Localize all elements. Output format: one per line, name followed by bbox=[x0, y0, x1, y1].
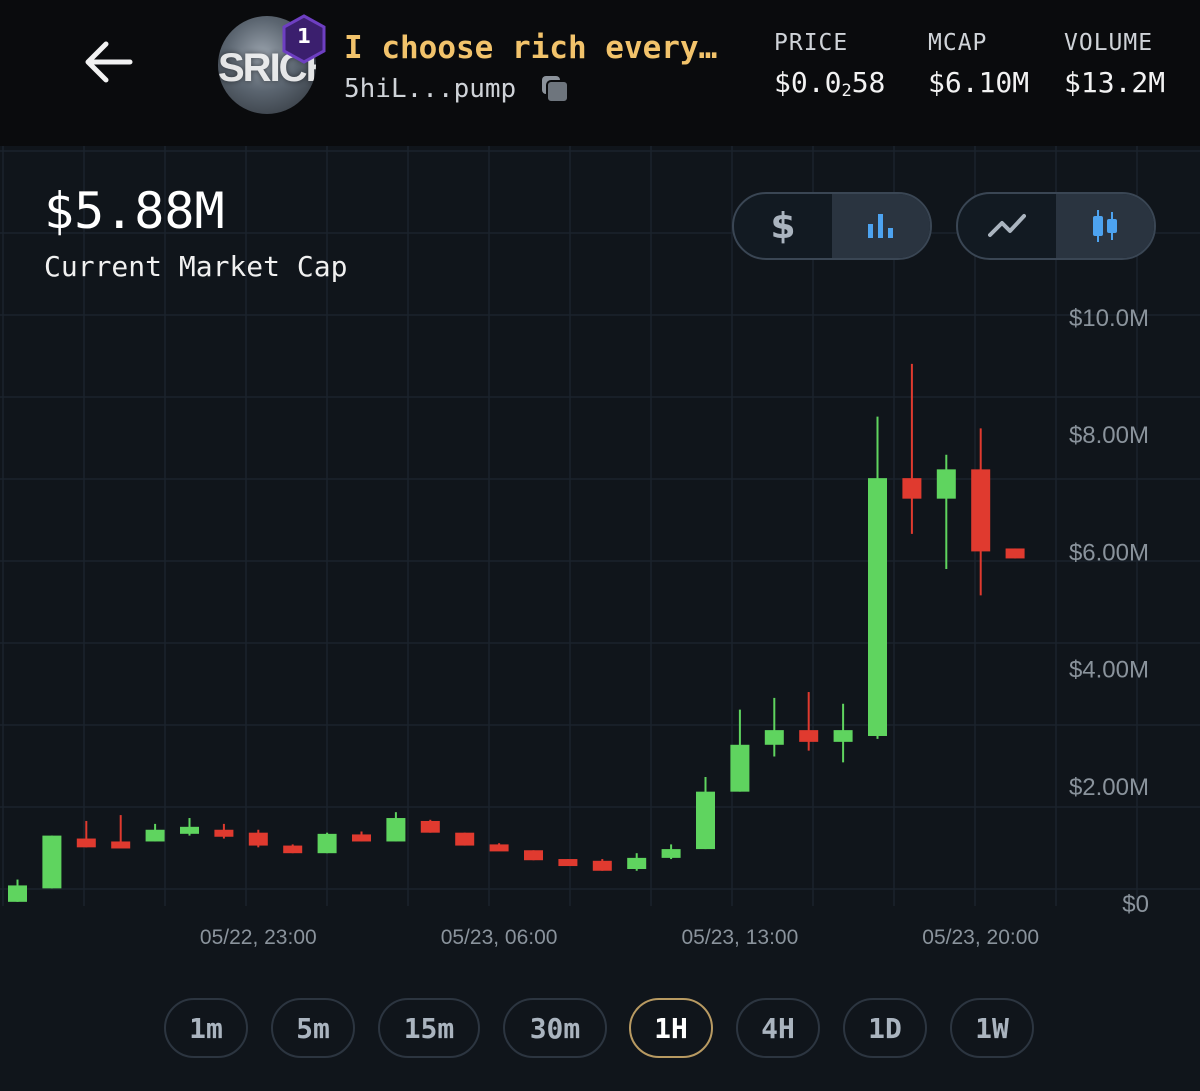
timeframe-button-5m[interactable]: 5m bbox=[271, 998, 355, 1058]
hexagon-badge-icon bbox=[282, 14, 326, 64]
candle-body bbox=[386, 818, 406, 842]
volume-label: VOLUME bbox=[1064, 30, 1154, 56]
y-axis-tick-label: $6.00M bbox=[1069, 539, 1149, 566]
volume-stat: VOLUME $13.2M bbox=[1064, 30, 1165, 99]
candle-body bbox=[971, 469, 991, 552]
candle-body bbox=[76, 838, 96, 848]
candle-body bbox=[868, 478, 887, 736]
timeframe-selector: 1m 5m 15m 30m 1H 4H 1D 1W bbox=[0, 998, 1200, 1068]
price-value: $0.0258 bbox=[774, 66, 886, 101]
chart-type-toggle bbox=[956, 192, 1156, 260]
candlestick-icon bbox=[1093, 210, 1117, 242]
candle-body bbox=[111, 841, 131, 849]
timeframe-button-1h[interactable]: 1H bbox=[629, 998, 713, 1058]
mcap-value: $6.10M bbox=[928, 66, 1030, 99]
candle-body bbox=[180, 826, 199, 834]
candle-body bbox=[524, 850, 543, 861]
timeframe-button-4h[interactable]: 4H bbox=[736, 998, 820, 1058]
candle-body bbox=[592, 860, 612, 871]
chart-panel: $0 $2.00M $4.00M $6.00M $8.00M $10.0M 05/22, 2… bbox=[0, 146, 1200, 1091]
candle-body bbox=[730, 744, 750, 792]
back-button[interactable] bbox=[80, 36, 136, 88]
candle-toggle-button[interactable] bbox=[1056, 194, 1154, 258]
candle-body bbox=[248, 832, 268, 846]
bar-chart-icon bbox=[868, 214, 893, 238]
candle-body bbox=[661, 849, 681, 858]
x-axis-tick-label: 05/23, 13:00 bbox=[682, 926, 799, 949]
rank-number: 1 bbox=[297, 24, 311, 48]
candle-body bbox=[902, 478, 922, 499]
token-header: SRICH 1 I choose rich every… 5hiL...pump… bbox=[0, 0, 1200, 146]
candle-body bbox=[558, 859, 578, 867]
candle-body bbox=[833, 730, 853, 742]
timeframe-button-1d[interactable]: 1D bbox=[843, 998, 927, 1058]
copy-icon[interactable] bbox=[540, 76, 572, 104]
candle-body bbox=[8, 885, 27, 902]
price-stat: PRICE $0.0258 bbox=[774, 30, 885, 101]
x-axis-tick-label: 05/23, 20:00 bbox=[922, 926, 1039, 949]
mcap-stat: MCAP $6.10M bbox=[928, 30, 1029, 99]
rank-badge: 1 bbox=[280, 14, 328, 64]
candle-body bbox=[455, 832, 475, 846]
candle-body bbox=[145, 829, 165, 842]
price-label: PRICE bbox=[774, 30, 849, 56]
candlestick-chart[interactable]: $0 $2.00M $4.00M $6.00M $8.00M $10.0M 05/22, 2… bbox=[0, 146, 1200, 986]
candle-body bbox=[489, 844, 509, 852]
timeframe-button-30m[interactable]: 30m bbox=[503, 998, 607, 1058]
y-axis-tick-label: $8.00M bbox=[1069, 422, 1149, 449]
candle-body bbox=[627, 857, 647, 870]
y-axis-tick-label: $10.0M bbox=[1069, 305, 1149, 332]
line-toggle-button[interactable] bbox=[958, 194, 1056, 258]
y-axis-tick-label: $2.00M bbox=[1069, 774, 1149, 801]
candle-body bbox=[696, 791, 715, 850]
dollar-toggle-button[interactable]: $ bbox=[734, 194, 832, 258]
x-axis-tick-label: 05/23, 06:00 bbox=[441, 926, 558, 949]
candle-body bbox=[317, 833, 337, 854]
token-name: I choose rich every… bbox=[344, 30, 718, 66]
back-arrow-icon bbox=[85, 41, 133, 83]
candle-body bbox=[799, 730, 819, 742]
mcap-label: MCAP bbox=[928, 30, 988, 56]
y-axis-tick-label: $4.00M bbox=[1069, 657, 1149, 684]
token-address: 5hiL...pump bbox=[344, 74, 517, 104]
x-axis-tick-label: 05/22, 23:00 bbox=[200, 926, 317, 949]
timeframe-button-15m[interactable]: 15m bbox=[378, 998, 480, 1058]
y-axis-tick-label: $0 bbox=[1122, 891, 1149, 918]
timeframe-button-1w[interactable]: 1W bbox=[950, 998, 1034, 1058]
currency-toggle: $ bbox=[732, 192, 932, 260]
candle-body bbox=[764, 730, 784, 745]
candle-body bbox=[352, 834, 371, 842]
dollar-icon: $ bbox=[770, 205, 796, 247]
timeframe-button-1m[interactable]: 1m bbox=[164, 998, 248, 1058]
candle-body bbox=[283, 845, 303, 854]
volume-value: $13.2M bbox=[1064, 66, 1166, 99]
candle-body bbox=[936, 469, 956, 499]
bar-toggle-button[interactable] bbox=[832, 194, 930, 258]
current-market-cap-value: $5.88M bbox=[44, 182, 225, 240]
current-market-cap-label: Current Market Cap bbox=[44, 250, 348, 283]
line-chart-icon bbox=[988, 214, 1026, 237]
candle-body bbox=[420, 820, 440, 833]
candle-body bbox=[1005, 548, 1025, 559]
candle-body bbox=[42, 835, 62, 889]
candle-body bbox=[214, 829, 234, 837]
